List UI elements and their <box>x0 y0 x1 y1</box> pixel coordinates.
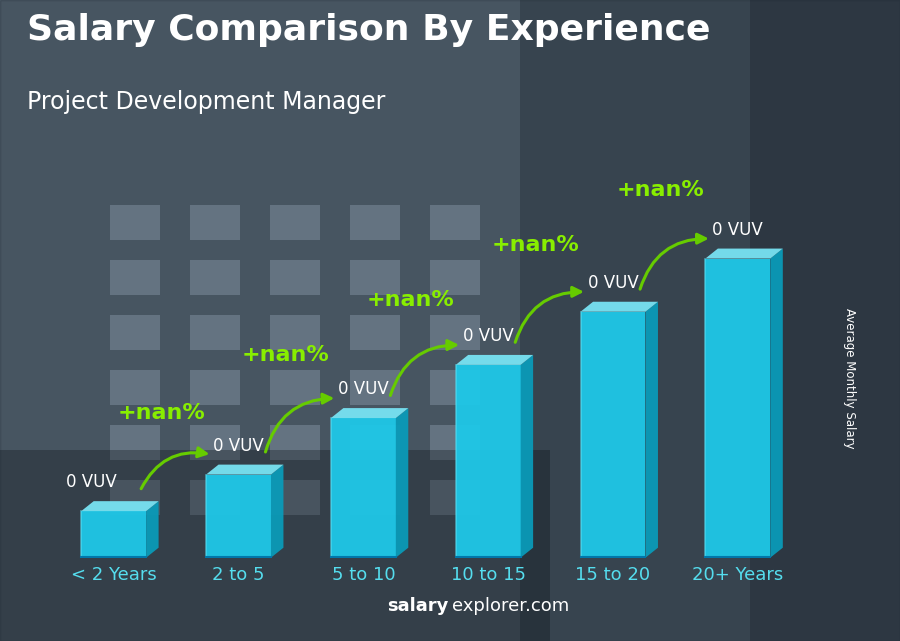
Polygon shape <box>271 465 284 558</box>
Polygon shape <box>455 365 520 558</box>
Polygon shape <box>146 501 158 558</box>
Text: Salary Comparison By Experience: Salary Comparison By Experience <box>27 13 710 47</box>
Polygon shape <box>520 355 533 558</box>
Polygon shape <box>206 474 271 558</box>
Polygon shape <box>706 258 770 558</box>
Polygon shape <box>706 249 783 258</box>
Polygon shape <box>331 408 409 418</box>
Text: Project Development Manager: Project Development Manager <box>27 90 385 113</box>
Text: +nan%: +nan% <box>117 403 205 423</box>
Polygon shape <box>580 312 645 558</box>
Text: 0 VUV: 0 VUV <box>213 437 264 454</box>
Polygon shape <box>770 249 783 558</box>
Text: salary: salary <box>387 597 448 615</box>
Polygon shape <box>455 355 533 365</box>
Text: 0 VUV: 0 VUV <box>338 380 389 398</box>
Text: explorer.com: explorer.com <box>452 597 569 615</box>
Text: 0 VUV: 0 VUV <box>588 274 638 292</box>
Text: 0 VUV: 0 VUV <box>463 327 514 345</box>
Text: 0 VUV: 0 VUV <box>713 221 763 238</box>
Text: +nan%: +nan% <box>616 180 705 201</box>
Polygon shape <box>81 501 158 511</box>
Text: +nan%: +nan% <box>491 235 580 255</box>
Polygon shape <box>580 302 658 312</box>
Text: Average Monthly Salary: Average Monthly Salary <box>843 308 856 449</box>
Text: 0 VUV: 0 VUV <box>66 473 117 491</box>
Polygon shape <box>645 302 658 558</box>
Text: +nan%: +nan% <box>367 290 454 310</box>
Text: +nan%: +nan% <box>242 345 329 365</box>
Polygon shape <box>81 511 146 558</box>
Polygon shape <box>206 465 284 474</box>
Polygon shape <box>331 418 396 558</box>
Polygon shape <box>396 408 409 558</box>
